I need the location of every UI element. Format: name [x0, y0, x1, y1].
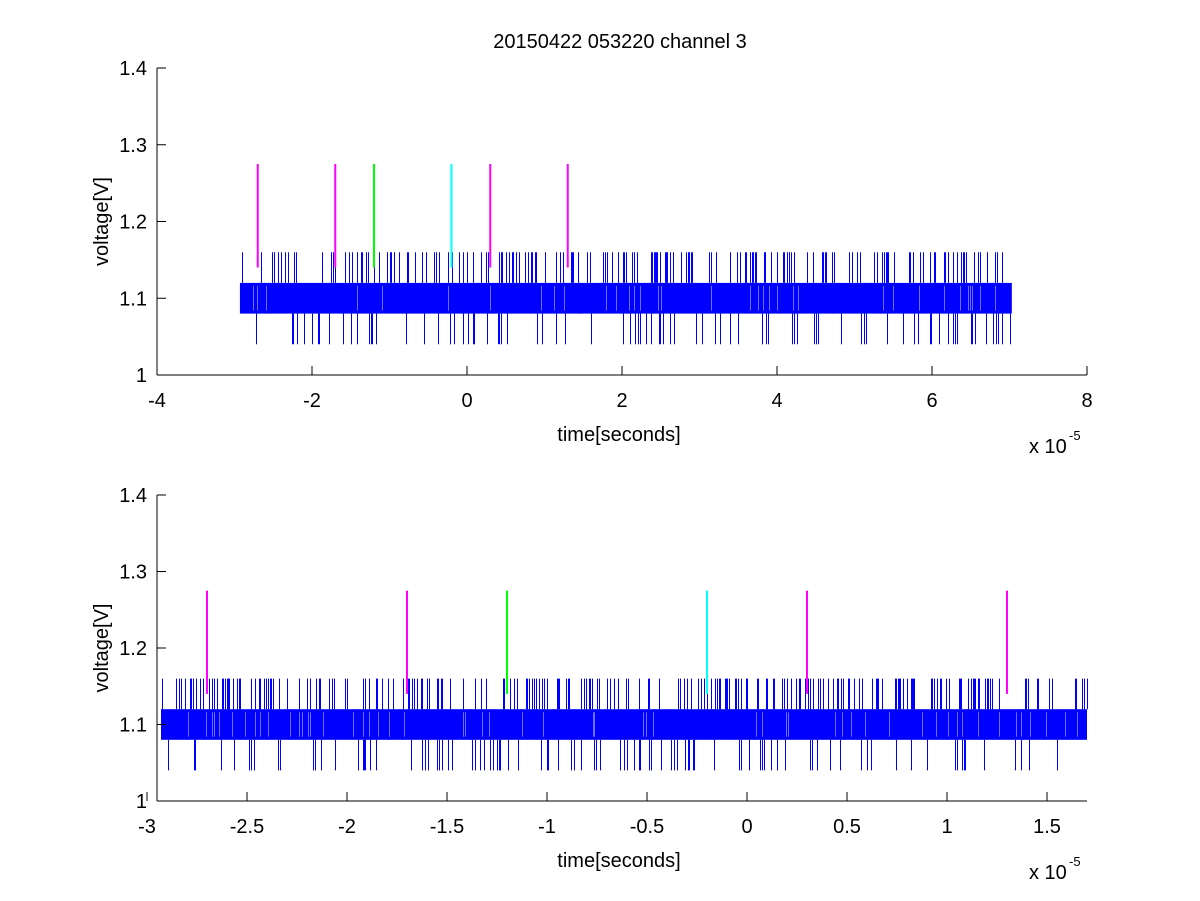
- bottom-x-tick-label: -2.5: [230, 816, 264, 838]
- top-x-tick-label: -2: [303, 390, 321, 412]
- top-y-axis-label: voltage[V]: [91, 177, 113, 266]
- bottom-x-tick-label: 0.5: [833, 816, 861, 838]
- top-signal-spikes: [242, 252, 1011, 345]
- bottom-y-tick-label: 1.4: [119, 485, 147, 507]
- top-x-tick-label: 0: [461, 390, 472, 412]
- top-signal-series: [239, 252, 1012, 345]
- bottom-x-tick-label: 0: [741, 816, 752, 838]
- bottom-y-tick-label: 1.2: [119, 638, 147, 660]
- bottom-x-multiplier: x 10: [1029, 862, 1067, 884]
- bottom-y-tick-label: 1.1: [119, 715, 147, 737]
- top-x-tick-label: 6: [926, 390, 937, 412]
- top-axes: -4 -2 0 2 4 6 8 1 1.1 1.2 1.3 1.4 time[seconds] volta…: [91, 58, 1093, 458]
- top-x-tick-label: 4: [771, 390, 782, 412]
- bottom-x-tick-label: -1.5: [430, 816, 464, 838]
- bottom-x-tick-label: -2: [338, 816, 356, 838]
- top-y-tick-label: 1.2: [119, 212, 147, 234]
- bottom-x-tick-label: -3: [138, 816, 156, 838]
- bottom-y-tick-label: 1: [136, 791, 147, 813]
- top-x-multiplier: x 10: [1029, 436, 1067, 458]
- bottom-x-axis-label: time[seconds]: [557, 850, 680, 872]
- bottom-signal-spikes: [162, 678, 1088, 771]
- bottom-signal-band: [161, 709, 1087, 740]
- bottom-x-tick-label: -0.5: [630, 816, 664, 838]
- top-y-tick-label: 1: [136, 365, 147, 387]
- bottom-signal-texture: [188, 712, 1078, 737]
- top-y-tick-label: 1.3: [119, 135, 147, 157]
- bottom-y-tick-label: 1.3: [119, 562, 147, 584]
- top-y-tick-label: 1.4: [119, 58, 147, 80]
- bottom-axes: -3 -2.5 -2 -1.5 -1 -0.5 0 0.5 1 1.5 1 1.1 1.2 1.3 1.4 t…: [91, 485, 1088, 884]
- figure-title: 20150422 053220 channel 3: [493, 31, 747, 53]
- bottom-y-axis-label: voltage[V]: [91, 604, 113, 693]
- bottom-x-multiplier-exponent: -5: [1069, 854, 1081, 869]
- top-x-tick-label: 2: [616, 390, 627, 412]
- bottom-x-tick-label: -1: [538, 816, 556, 838]
- top-y-tick-label: 1.1: [119, 288, 147, 310]
- top-x-tick-label: 8: [1081, 390, 1092, 412]
- bottom-x-tick-label: 1.5: [1033, 816, 1061, 838]
- top-x-multiplier-exponent: -5: [1069, 428, 1081, 443]
- bottom-signal-series: [161, 678, 1088, 771]
- top-signal-band: [239, 282, 1012, 314]
- bottom-x-tick-label: 1: [941, 816, 952, 838]
- top-x-axis-label: time[seconds]: [557, 424, 680, 446]
- top-x-tick-label: -4: [148, 390, 166, 412]
- top-signal-texture: [253, 285, 996, 311]
